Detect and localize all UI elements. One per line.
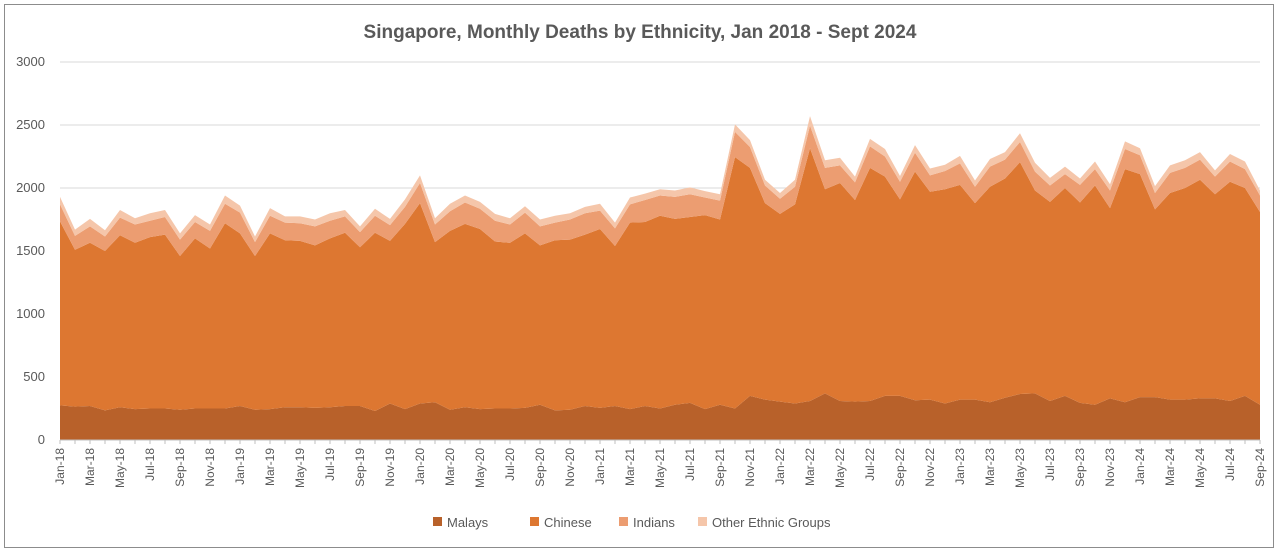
x-tick-label: May-20 [473,448,487,488]
x-tick-label: Jul-24 [1223,448,1237,481]
x-tick-label: May-21 [653,448,667,488]
stacked-areas [60,116,1260,440]
area-indians [60,125,1260,257]
x-tick-label: May-23 [1013,448,1027,488]
x-tick-label: Mar-22 [803,448,817,486]
x-tick-label: Jul-23 [1043,448,1057,481]
legend-swatch-malays [433,517,442,526]
x-tick-label: Nov-23 [1103,448,1117,487]
legend-swatch-indians [619,517,628,526]
x-tick-label: Sep-19 [353,448,367,487]
y-axis: 0 500 1000 1500 2000 2500 3000 [16,54,45,447]
x-tick-label: Sep-21 [713,448,727,487]
y-tick-label: 0 [38,432,45,447]
y-tick-label: 3000 [16,54,45,69]
x-tick-label: May-18 [113,448,127,488]
y-tick-label: 2500 [16,117,45,132]
chart-title: Singapore, Monthly Deaths by Ethnicity, … [364,22,917,43]
x-tick-label: Nov-18 [203,448,217,487]
x-tick-label: Sep-18 [173,448,187,487]
x-tick-label: Sep-23 [1073,448,1087,487]
x-tick-label: Jan-20 [413,448,427,485]
x-tick-label: Mar-20 [443,448,457,486]
x-tick-label: Mar-23 [983,448,997,486]
x-tick-label: Mar-24 [1163,448,1177,486]
x-tick-label: Jan-19 [233,448,247,485]
x-tick-label: Sep-24 [1253,448,1267,487]
y-tick-label: 1000 [16,306,45,321]
x-tick-label: Jan-21 [593,448,607,485]
x-tick-label: Jul-20 [503,448,517,481]
y-tick-label: 500 [23,369,45,384]
x-tick-label: Jul-21 [683,448,697,481]
x-tick-label: Nov-19 [383,448,397,487]
x-tick-label: Mar-18 [83,448,97,486]
legend-label-malays: Malays [447,515,489,530]
legend-swatch-chinese [530,517,539,526]
y-tick-label: 1500 [16,243,45,258]
x-tick-label: Jan-24 [1133,448,1147,485]
x-tick-label: Sep-22 [893,448,907,487]
y-tick-label: 2000 [16,180,45,195]
x-tick-label: Jan-18 [53,448,67,485]
x-tick-label: Sep-20 [533,448,547,487]
legend: Malays Chinese Indians Other Ethnic Groups [433,515,831,530]
area-malays [60,393,1260,440]
x-tick-label: Jul-19 [323,448,337,481]
x-tick-label: Jul-22 [863,448,877,481]
x-tick-label: Jan-23 [953,448,967,485]
x-tick-label: May-24 [1193,448,1207,488]
legend-label-other-ethnic-groups: Other Ethnic Groups [712,515,831,530]
x-tick-label: Nov-22 [923,448,937,487]
x-tick-label: Nov-21 [743,448,757,487]
x-tick-label: Mar-19 [263,448,277,486]
x-tick-label: Jan-22 [773,448,787,485]
legend-label-chinese: Chinese [544,515,592,530]
x-tick-label: May-19 [293,448,307,488]
x-axis: Jan-18 Mar-18 May-18 Jul-18 Sep-18 Nov-18 Jan-… [53,439,1267,488]
x-tick-label: Nov-20 [563,448,577,487]
legend-label-indians: Indians [633,515,675,530]
x-tick-label: May-22 [833,448,847,488]
x-tick-label: Mar-21 [623,448,637,486]
legend-swatch-other-ethnic-groups [698,517,707,526]
x-tick-label: Jul-18 [143,448,157,481]
area-chinese [60,148,1260,412]
